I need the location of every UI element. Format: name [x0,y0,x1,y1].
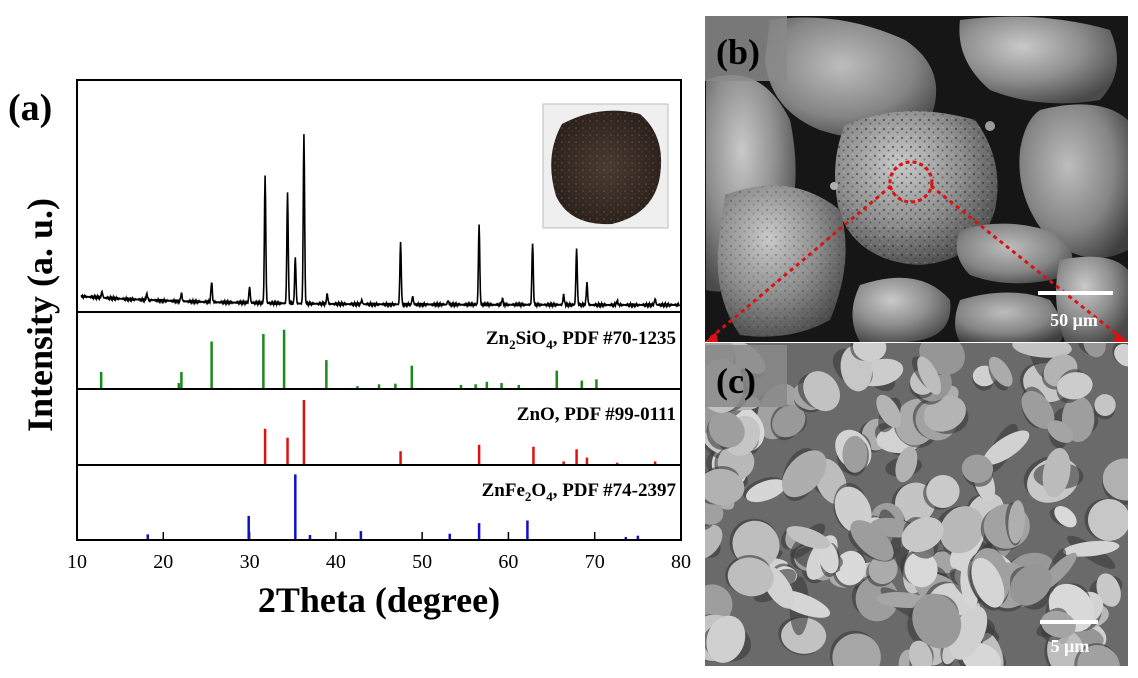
panel-c-label: (c) [716,361,756,401]
particle [852,343,887,362]
particle [917,356,942,395]
particle [705,468,745,506]
zno-label: ZnO, PDF #99-0111 [517,404,676,425]
zoom-line-right [930,184,1125,342]
zoom-arrow-right [1114,332,1128,342]
particle [1047,628,1087,666]
x-axis-label: 2Theta (degree) [258,580,500,620]
particle [1063,540,1120,557]
particle [868,554,898,585]
particle [1041,610,1076,638]
zoom-arrow-left [705,332,718,342]
scale-bar-c-label: 5 μm [1051,636,1090,656]
particle [908,640,933,666]
particle [1096,573,1121,607]
particle [923,395,966,432]
particle [876,592,929,608]
particle [1010,563,1052,606]
particle [1114,343,1128,367]
znfe2o4-reference-bars [146,474,640,539]
particle [876,394,902,428]
x-tick-label: 40 [326,551,346,573]
y-axis-label: Intensity (a. u.) [20,198,60,432]
particle [835,550,866,586]
particle [772,405,806,438]
x-tick-label: 10 [67,551,87,573]
particle [832,633,881,666]
particle [708,411,745,448]
particle [961,454,994,483]
x-tick-label: 30 [240,551,260,573]
x-tick-label: 80 [671,551,691,573]
particle [988,356,1013,387]
particle [842,435,868,473]
x-tick-label: 50 [412,551,432,573]
particle [1012,343,1072,358]
x-axis-ticks: 10 20 30 40 50 60 70 80 [67,532,691,573]
particle [904,551,938,588]
particle [705,584,733,627]
particle [705,524,723,560]
zno-reference-bars [263,400,657,464]
x-tick-label: 20 [153,551,173,573]
particle [939,506,985,554]
xrd-panel: (a) Intensity (a. u.) 10 20 30 40 50 60 70 80 2… [8,79,691,620]
sem-panel-c: (c) 5 μm [705,343,1128,666]
particle [1102,458,1128,501]
particle [745,479,787,503]
particle [850,520,894,561]
particle [781,450,827,498]
zn2sio4-label: Zn2SiO4, PDF #70-1235 [486,328,676,352]
particle [1083,343,1106,358]
zn2sio4-reference-bars [99,329,598,388]
pellet-photo-inset [542,103,669,229]
scale-bar-b-label: 50 μm [1050,310,1098,330]
plot-frame [76,79,682,541]
particle [1087,499,1128,541]
particle [901,517,944,553]
particle [786,526,831,549]
particle [912,593,962,649]
particle [971,557,1005,608]
panel-b-label: (b) [716,32,760,72]
particle [803,371,840,412]
particle [983,430,1030,465]
particle [1008,500,1025,544]
particle [1056,372,1093,400]
particle [727,557,774,597]
x-tick-label: 60 [498,551,518,573]
zoom-region-marker [888,160,934,204]
x-tick-label: 70 [585,551,605,573]
particle [926,474,960,509]
particle [1047,420,1074,443]
particle [706,615,746,663]
particle [1094,394,1116,416]
measured-pattern-line [80,134,681,310]
particle [895,446,918,483]
particle [1021,390,1055,429]
znfe2o4-label: ZnFe2O4, PDF #74-2397 [482,480,677,504]
particle [1054,506,1077,528]
sem-panel-b: (b) 50 μm [705,16,1128,342]
particle [1077,645,1120,666]
particle [1042,448,1071,498]
panel-a-label: (a) [8,87,52,129]
